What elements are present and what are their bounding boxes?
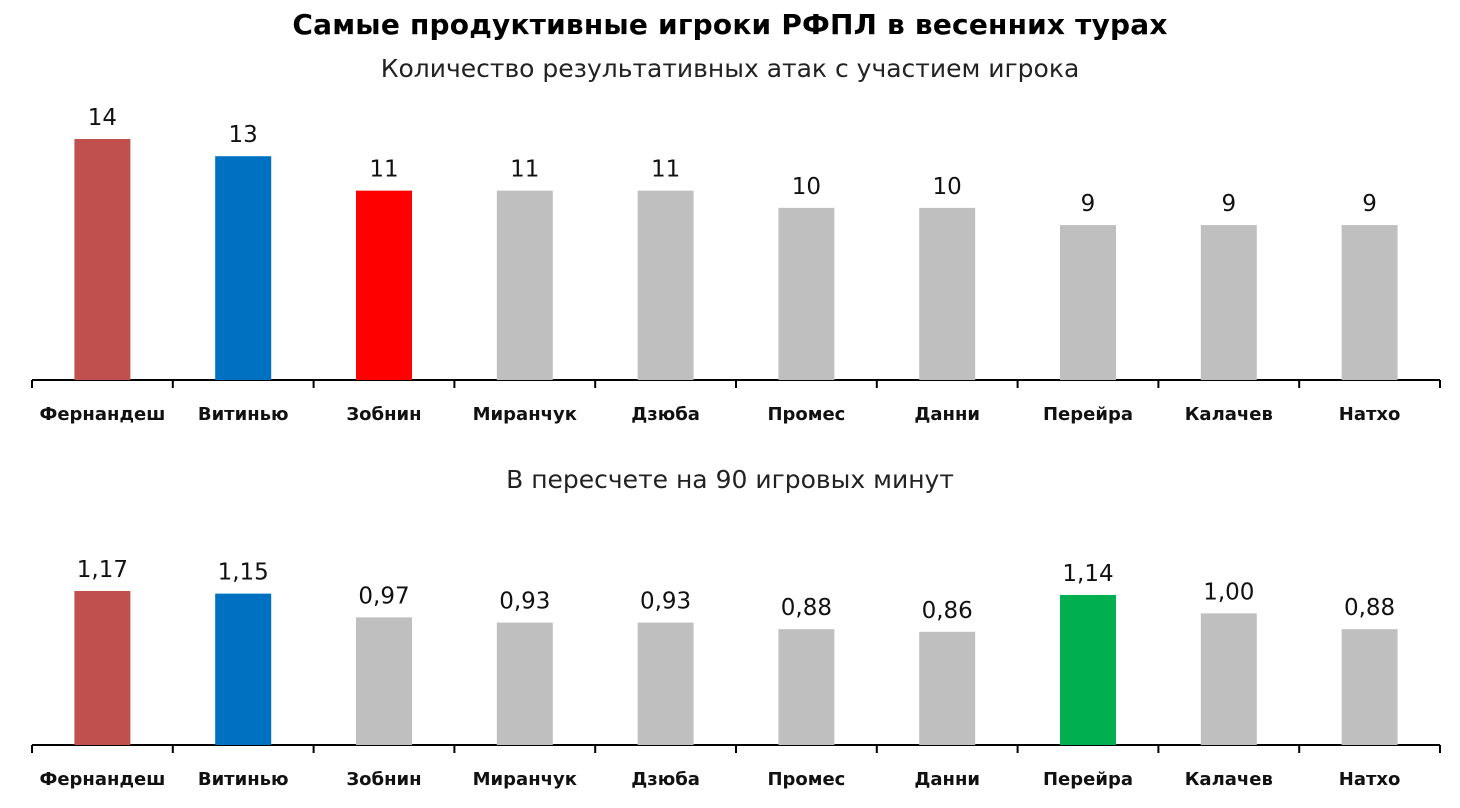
chart-2-bar <box>74 591 131 745</box>
chart-2-value-label: 1,14 <box>1062 561 1113 587</box>
chart-2-value-label: 0,86 <box>922 598 973 624</box>
chart-2-bar <box>356 617 412 745</box>
chart-1-bar <box>1060 225 1116 380</box>
chart-2-bar <box>1200 613 1257 745</box>
chart-2-category-label: Данни <box>914 769 980 790</box>
chart-2-category-label: Перейра <box>1043 769 1133 790</box>
chart-2-category-label: Дзюба <box>631 769 700 790</box>
chart-2-value-label: 1,17 <box>77 557 128 583</box>
chart-2-value-label: 1,00 <box>1203 579 1254 605</box>
chart-1-category-label: Зобнин <box>346 404 421 425</box>
chart-2-category-label: Фернандеш <box>39 769 165 790</box>
chart-1-category-label: Перейра <box>1043 404 1133 425</box>
chart-1-category-label: Дзюба <box>631 404 700 425</box>
chart-1-bar <box>778 207 835 380</box>
chart-title: Самые продуктивные игроки РФПЛ в весенни… <box>292 8 1168 41</box>
chart-2-value-label: 0,88 <box>781 595 832 621</box>
chart-2-bar <box>778 629 835 745</box>
chart-2-bar <box>1060 594 1116 745</box>
chart-1-value-label: 10 <box>792 174 821 200</box>
chart-1-value-label: 9 <box>1362 191 1377 217</box>
chart-1-bar <box>74 139 131 380</box>
chart-1-category-label: Миранчук <box>473 404 577 425</box>
chart-2-value-label: 1,15 <box>218 560 269 586</box>
chart-2-category-label: Натхо <box>1339 769 1401 790</box>
chart-2-bar <box>637 622 694 745</box>
chart-1-value-label: 9 <box>1221 191 1236 217</box>
chart-1-value-label: 11 <box>369 157 398 183</box>
chart-1-category-label: Витинью <box>198 404 289 425</box>
chart-2-subtitle: В пересчете на 90 игровых минут <box>506 465 954 494</box>
chart-1-value-label: 10 <box>933 174 962 200</box>
chart-1-category-label: Фернандеш <box>39 404 165 425</box>
chart-1-bar <box>919 207 976 380</box>
chart-1-value-label: 13 <box>229 122 258 148</box>
chart-2-bar <box>919 631 976 745</box>
chart-2-category-label: Промес <box>767 769 845 790</box>
chart-1-category-label: Данни <box>914 404 980 425</box>
chart-2-category-label: Витинью <box>198 769 289 790</box>
chart-2-value-label: 0,97 <box>358 583 409 609</box>
chart-1-bar <box>496 190 553 380</box>
chart-1-bar <box>215 156 272 380</box>
chart-1-bar <box>1200 225 1257 380</box>
chart-1-value-label: 14 <box>88 105 117 131</box>
chart-1-bar <box>356 190 412 380</box>
chart-2-category-label: Зобнин <box>346 769 421 790</box>
chart-1-category-label: Промес <box>767 404 845 425</box>
chart-2-bar <box>1341 629 1398 745</box>
chart-1-category-label: Калачев <box>1185 404 1273 425</box>
chart-1-bar <box>637 190 694 380</box>
chart-2-value-label: 0,93 <box>640 589 691 615</box>
chart-1-value-label: 11 <box>510 157 539 183</box>
chart-2-bar <box>215 593 272 745</box>
chart-2-category-label: Калачев <box>1185 769 1273 790</box>
chart-2-category-label: Миранчук <box>473 769 577 790</box>
chart-2-bar <box>496 622 553 745</box>
chart-1-value-label: 11 <box>651 157 680 183</box>
chart-1-bar <box>1341 225 1398 380</box>
chart-1-value-label: 9 <box>1081 191 1096 217</box>
chart-2-value-label: 0,93 <box>499 589 550 615</box>
chart-2-value-label: 0,88 <box>1344 595 1395 621</box>
chart-1-subtitle: Количество результативных атак с участие… <box>380 54 1080 83</box>
chart-1-category-label: Натхо <box>1339 404 1401 425</box>
